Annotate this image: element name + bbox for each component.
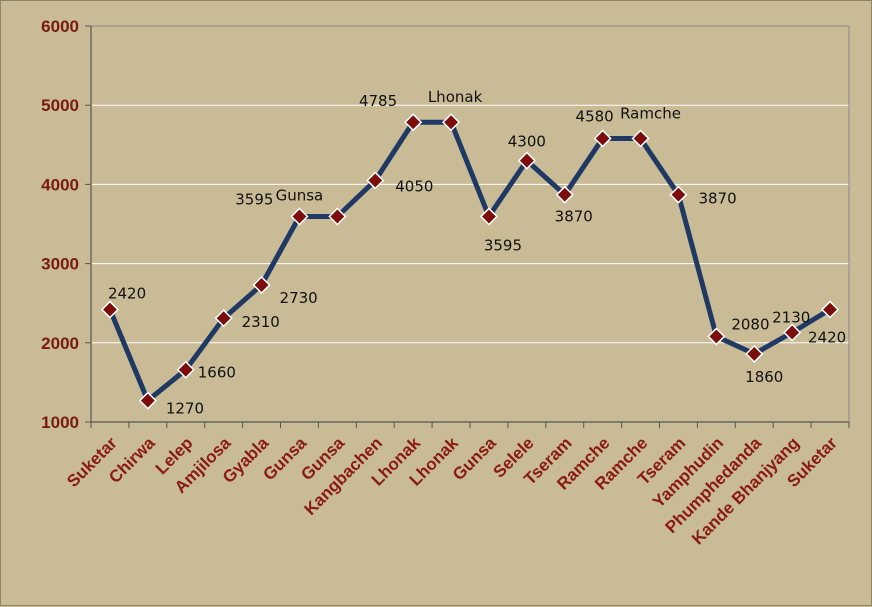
data-point-marker — [783, 323, 802, 342]
x-tick-label: Suketar — [63, 433, 121, 491]
data-point-marker — [441, 113, 461, 132]
y-tick-label: 4000 — [41, 175, 79, 194]
data-label: Ramche — [620, 104, 681, 122]
grid — [91, 25, 849, 422]
data-point-marker — [252, 275, 271, 295]
data-point-marker — [669, 185, 688, 204]
data-label: 2420 — [108, 285, 146, 303]
data-label: 4050 — [395, 177, 433, 195]
data-point-marker — [517, 151, 536, 170]
data-label: 2420 — [808, 329, 846, 347]
data-label: 3595 — [484, 236, 522, 254]
plot-area — [91, 26, 849, 422]
data-label: 4580 — [576, 107, 614, 125]
data-label: 2730 — [280, 289, 318, 307]
x-tick-label: Gunsa — [449, 433, 500, 484]
data-point-marker — [593, 129, 612, 148]
data-point-marker — [176, 360, 195, 379]
data-point-marker — [290, 207, 309, 226]
data-label: 1660 — [198, 364, 236, 382]
x-tick-labels: SuketarChirwaLelepAmjilosaGyablaGunsaGun… — [63, 433, 841, 548]
y-tick-label: 1000 — [41, 413, 79, 432]
data-point-marker — [707, 327, 726, 346]
data-point-marker — [404, 113, 423, 132]
data-label: 2310 — [242, 313, 280, 331]
y-tick-label: 5000 — [41, 96, 79, 115]
data-point-marker — [328, 207, 347, 226]
y-tick-label: 3000 — [41, 255, 79, 274]
data-point-marker — [366, 171, 385, 190]
data-point-marker — [479, 207, 499, 226]
data-label: 4785 — [359, 92, 397, 110]
data-label: 1270 — [166, 400, 204, 418]
data-label: 4300 — [508, 133, 546, 151]
data-point-marker — [100, 300, 120, 319]
data-label: 2130 — [772, 309, 810, 327]
data-point-marker — [555, 185, 574, 204]
data-label: Gunsa — [276, 186, 324, 204]
data-point-marker — [138, 391, 157, 410]
data-label: 3595 — [235, 190, 273, 208]
data-label: 3870 — [698, 190, 736, 208]
data-label: 3870 — [555, 208, 593, 226]
data-point-marker — [214, 309, 233, 328]
data-point-marker — [745, 344, 764, 363]
series-elevation — [100, 113, 840, 410]
series-line — [107, 119, 832, 404]
y-tick-label: 2000 — [41, 334, 79, 353]
data-label: 1860 — [745, 368, 783, 386]
data-point-marker — [631, 129, 650, 148]
data-point-marker — [820, 300, 840, 319]
y-tick-label: 6000 — [41, 17, 79, 36]
y-tick-labels: 1000 2000 3000 4000 5000 6000 — [41, 17, 79, 432]
axes — [85, 25, 850, 428]
data-label: Lhonak — [428, 88, 483, 106]
data-label: 2080 — [731, 315, 769, 333]
